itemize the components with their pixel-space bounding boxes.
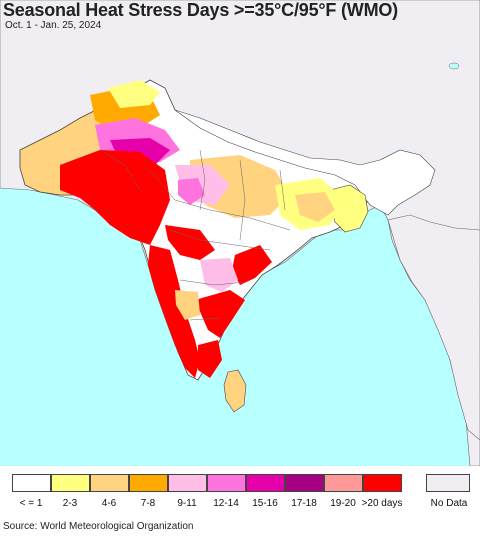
legend-swatch-1	[51, 474, 90, 492]
sri-lanka	[223, 369, 247, 413]
heat-patch-red-tamil	[198, 340, 222, 378]
state-boundaries	[99, 149, 291, 321]
legend-label-5: 12-14	[213, 498, 239, 509]
legend-label-8: 19-20	[330, 498, 356, 509]
legend-swatch-8	[324, 474, 363, 492]
legend-label-0: < = 1	[19, 498, 43, 509]
legend-swatch-4	[168, 474, 207, 492]
legend-swatch-no-data	[426, 474, 470, 492]
legend-label-2: 4-6	[101, 498, 117, 509]
map-title: Seasonal Heat Stress Days >=35°C/95°F (W…	[3, 0, 398, 20]
heat-patch-orange-east	[295, 192, 335, 222]
legend-swatch-6	[246, 474, 285, 492]
heat-patch-yellow-north	[108, 80, 160, 108]
map-canvas	[0, 0, 480, 466]
legend-label-4: 9-11	[177, 498, 197, 509]
legend-swatch-2	[90, 474, 129, 492]
legend-swatch-0	[12, 474, 51, 492]
southeast-asia-coast	[387, 214, 480, 441]
heat-patch-red-central	[165, 225, 215, 260]
date-range: Oct. 1 - Jan. 25, 2024	[5, 20, 102, 31]
source-credit: Source: World Meteorological Organizatio…	[3, 521, 194, 532]
heat-patch-red-east-coast	[232, 245, 272, 285]
legend-label-3: 7-8	[140, 498, 156, 509]
lake	[448, 62, 460, 70]
heat-patch-orange-south	[175, 290, 200, 320]
heat-patch-red-south	[195, 290, 245, 338]
legend: < = 1 2-3 4-6 7-8 9-11 12-14 15-16 17-18…	[8, 470, 478, 518]
legend-swatch-3	[129, 474, 168, 492]
heat-patch-magenta-central	[178, 178, 205, 205]
heat-patch-red-sindh	[60, 150, 170, 245]
legend-label-7: 17-18	[291, 498, 317, 509]
legend-label-6: 15-16	[252, 498, 278, 509]
legend-swatch-7	[285, 474, 324, 492]
heat-patch-red-west-coast	[148, 245, 200, 378]
legend-swatch-5	[207, 474, 246, 492]
legend-label-no-data: No Data	[430, 498, 468, 509]
legend-label-1: 2-3	[62, 498, 78, 509]
legend-label-9: >20 days	[361, 498, 403, 509]
legend-swatch-9	[363, 474, 402, 492]
himalaya-strip	[174, 109, 436, 216]
heat-stress-map	[0, 0, 480, 466]
